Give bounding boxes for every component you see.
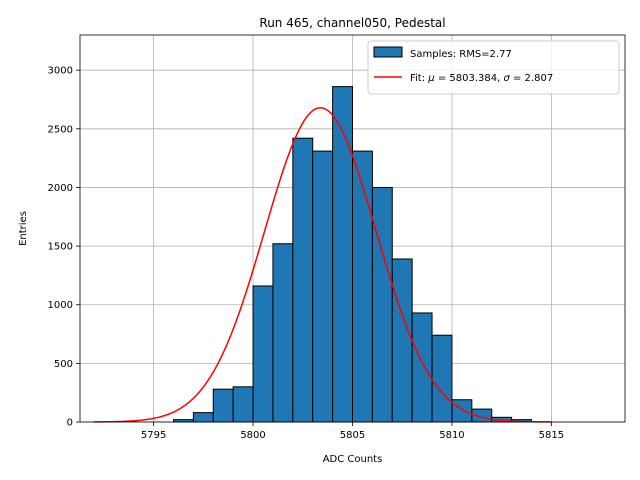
legend-fit-sigma-value: = 2.807 bbox=[510, 73, 553, 84]
legend-samples-label: Samples: RMS=2.77 bbox=[410, 49, 512, 60]
legend-fit-prefix: Fit: bbox=[410, 73, 428, 84]
y-axis-ticks: 0 500 1000 1500 2000 2500 3000 bbox=[48, 66, 80, 429]
chart-title: Run 465, channel050, Pedestal bbox=[259, 16, 445, 30]
legend-fit-sigma-symbol: σ bbox=[503, 73, 510, 84]
histogram-bar bbox=[451, 399, 473, 423]
histogram-bars bbox=[172, 86, 533, 423]
histogram-bar bbox=[232, 386, 254, 423]
histogram-bar bbox=[312, 150, 334, 423]
histogram-bar bbox=[192, 412, 214, 423]
y-tick-label: 1500 bbox=[48, 242, 73, 253]
y-tick-label: 2500 bbox=[48, 124, 73, 135]
histogram-bar bbox=[411, 312, 433, 423]
x-axis-label: ADC Counts bbox=[323, 454, 383, 465]
x-axis-ticks: 5795 5800 5805 5810 5815 bbox=[141, 422, 564, 441]
histogram-bar bbox=[391, 258, 413, 423]
y-tick-label: 3000 bbox=[48, 66, 73, 77]
histogram-bar bbox=[371, 186, 393, 423]
x-tick-label: 5815 bbox=[539, 430, 564, 441]
x-tick-label: 5810 bbox=[439, 430, 464, 441]
x-tick-label: 5805 bbox=[340, 430, 365, 441]
histogram-bar bbox=[431, 334, 453, 423]
histogram-bar bbox=[272, 243, 294, 423]
x-tick-label: 5795 bbox=[141, 430, 166, 441]
histogram-bar bbox=[212, 388, 234, 423]
x-tick-label: 5800 bbox=[240, 430, 265, 441]
legend-fit-label: Fit: μ = 5803.384, σ = 2.807 bbox=[410, 73, 553, 84]
y-tick-label: 0 bbox=[67, 418, 73, 429]
legend-fit-mu-symbol: μ bbox=[427, 73, 434, 84]
y-tick-label: 2000 bbox=[48, 183, 73, 194]
y-tick-label: 500 bbox=[54, 359, 73, 370]
histogram-bar bbox=[352, 150, 373, 423]
histogram-bar bbox=[292, 137, 314, 423]
histogram-bar bbox=[332, 86, 354, 423]
legend: Samples: RMS=2.77 Fit: μ = 5803.384, σ =… bbox=[367, 40, 620, 95]
legend-box bbox=[367, 40, 620, 95]
histogram-bar bbox=[252, 285, 274, 423]
legend-fit-mu-value: = 5803.384, bbox=[435, 73, 504, 84]
legend-samples-swatch bbox=[373, 46, 403, 58]
gaussian-fit-curve bbox=[93, 106, 552, 423]
y-tick-label: 1000 bbox=[48, 300, 73, 311]
y-axis-label: Entries bbox=[18, 211, 29, 246]
